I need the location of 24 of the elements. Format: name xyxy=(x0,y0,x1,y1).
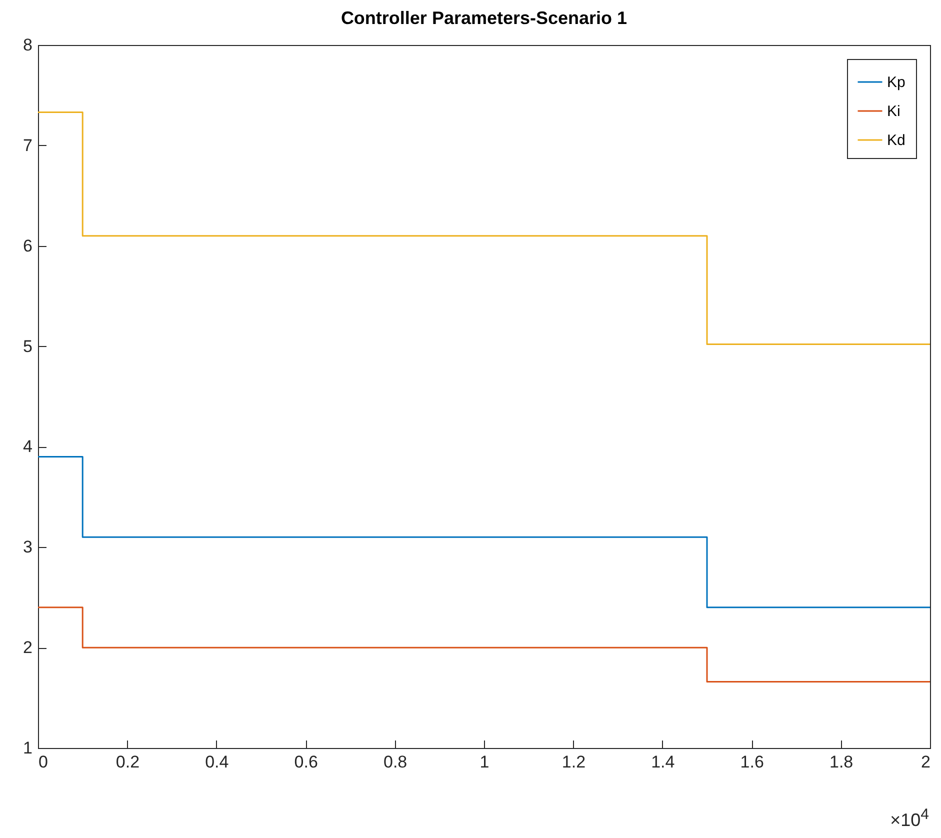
x-tick-label: 0.4 xyxy=(205,752,229,772)
x-tick-label: 2 xyxy=(921,752,930,772)
legend-label: Ki xyxy=(887,103,900,120)
chart-title: Controller Parameters-Scenario 1 xyxy=(340,8,628,28)
text: ×10$^{4}$ xyxy=(890,806,929,831)
legend-label: Kd xyxy=(887,132,906,149)
y-tick-label: 5 xyxy=(23,336,32,356)
y-tick-label: 7 xyxy=(23,136,32,155)
y-tick-label: 2 xyxy=(23,638,32,658)
x-tick-label: 0 xyxy=(38,752,48,772)
y-tick-label: 8 xyxy=(23,36,32,54)
y-tick-label: 6 xyxy=(23,236,32,256)
x-tick-label: 1.6 xyxy=(740,752,764,772)
x-tick-label: 1.8 xyxy=(829,752,854,772)
y-tick-label: 3 xyxy=(23,538,32,557)
x-tick-label: 0.6 xyxy=(294,752,318,772)
y-tick-label: 4 xyxy=(23,437,32,456)
x-tick-label: 0.8 xyxy=(383,752,408,772)
y-tick-label: 1 xyxy=(23,738,32,758)
x-tick-label: 1.2 xyxy=(562,752,586,772)
legend-label: Kp xyxy=(887,74,906,91)
x-tick-label: 1 xyxy=(480,752,490,772)
x-tick-label: 0.2 xyxy=(116,752,140,772)
x-tick-label: 1.4 xyxy=(651,752,675,772)
